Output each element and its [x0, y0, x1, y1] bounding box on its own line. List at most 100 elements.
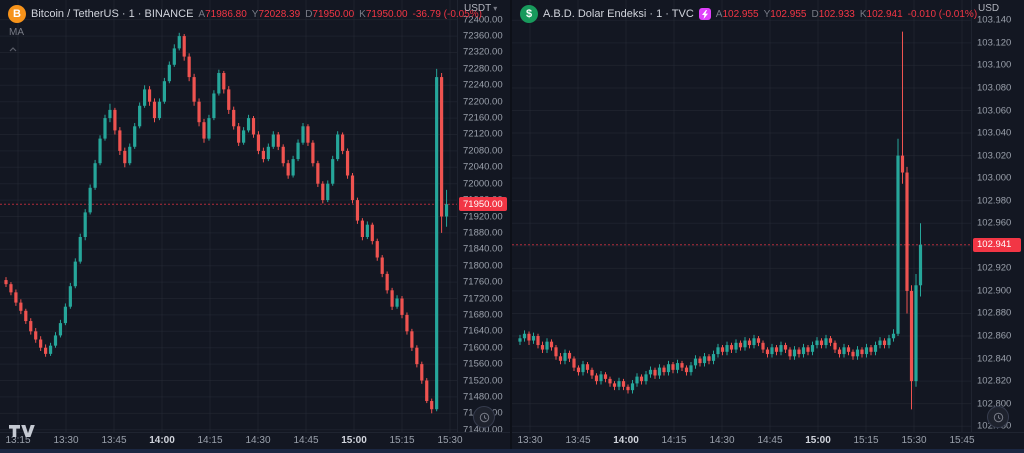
time-tick-label: 13:15	[5, 435, 31, 446]
price-tick-label: 71520.00	[463, 375, 503, 386]
open-value: A102.955	[715, 8, 759, 20]
price-tick-label: 103.080	[977, 82, 1012, 94]
delayed-data-icon[interactable]	[698, 8, 711, 20]
currency-selector[interactable]: USDT ▾	[464, 3, 498, 14]
pane-divider[interactable]	[510, 0, 512, 449]
ohlc-values: A71986.80 Y72028.39 D71950.00 K71950.00 …	[198, 9, 482, 20]
price-scale[interactable]: USD 102.941 103.140 103.120 103.100 103.080…	[971, 0, 1024, 433]
price-tick-label: 103.140	[977, 14, 1012, 26]
symbol-legend[interactable]: $ A.B.D. Dolar Endeksi · 1 · TVC A102.95…	[520, 5, 977, 23]
bar-countdown-button[interactable]	[473, 406, 495, 428]
clock-icon	[993, 412, 1003, 422]
time-tick-label: 14:30	[245, 435, 271, 446]
chart-pane-btcusdt: B Bitcoin / TetherUS · 1 · BINANCE A7198…	[0, 0, 510, 449]
price-tick-label: 71680.00	[463, 309, 503, 321]
price-tick-label: 72120.00	[463, 128, 503, 140]
chevron-down-icon: ▾	[493, 4, 498, 13]
bar-countdown-button[interactable]	[987, 406, 1009, 428]
price-tick-label: 72320.00	[463, 46, 503, 58]
time-scale[interactable]: 13:15 13:30 13:45 14:00 14:15 14:30 14:45 15:00…	[0, 432, 510, 449]
price-tick-label: 102.900	[977, 285, 1012, 297]
high-value: Y72028.39	[251, 8, 301, 20]
price-tick-label: 102.920	[977, 262, 1012, 274]
price-tick-label: 71800.00	[463, 260, 503, 272]
time-tick-label: 14:30	[709, 435, 735, 446]
last-price-tag: 71950.00	[459, 197, 507, 212]
price-tick-label: 72360.00	[463, 30, 503, 42]
price-tick-label: 71760.00	[463, 276, 503, 288]
currency-label[interactable]: USD	[978, 3, 1000, 14]
price-tick-label: 71880.00	[463, 227, 503, 239]
price-tick-label: 102.880	[977, 307, 1012, 319]
symbol-legend[interactable]: B Bitcoin / TetherUS · 1 · BINANCE A7198…	[8, 5, 482, 23]
candle-series	[4, 32, 449, 414]
price-tick-label: 71480.00	[463, 391, 503, 403]
candle-series	[518, 31, 923, 410]
price-tick-label: 102.800	[977, 398, 1012, 410]
price-scale[interactable]: USDT ▾ 71950.00 72400.00 72360.00 72320.00 7…	[457, 0, 510, 436]
time-tick-label: 15:45	[949, 435, 975, 446]
time-tick-label: 14:00	[149, 435, 175, 446]
time-tick-label: 14:45	[293, 435, 319, 446]
chevron-up-icon	[9, 46, 17, 51]
candles-plot[interactable]	[0, 0, 458, 433]
time-tick-label: 15:00	[805, 435, 831, 446]
time-tick-label: 15:30	[437, 435, 463, 446]
time-tick-label: 15:30	[901, 435, 927, 446]
price-tick-label: 72080.00	[463, 145, 503, 157]
price-tick-label: 71920.00	[463, 211, 503, 222]
price-tick-label: 103.040	[977, 127, 1012, 139]
time-scale[interactable]: 13:30 13:45 14:00 14:15 14:30 14:45 15:00 15:15…	[512, 432, 1024, 449]
price-tick-label: 72160.00	[463, 112, 503, 124]
time-tick-label: 15:15	[853, 435, 879, 446]
price-tick-label: 102.820	[977, 375, 1012, 387]
price-tick-label: 72400.00	[463, 14, 503, 26]
price-tick-label: 102.960	[977, 217, 1012, 229]
price-tick-label: 72280.00	[463, 63, 503, 75]
dollar-index-logo-icon: $	[520, 5, 538, 23]
time-tick-label: 14:15	[661, 435, 687, 446]
time-tick-label: 14:15	[197, 435, 223, 446]
time-tick-label: 14:45	[757, 435, 783, 446]
candles-plot[interactable]	[512, 0, 972, 433]
price-tick-label: 71560.00	[463, 358, 503, 370]
indicator-legend-ma[interactable]: MA	[9, 27, 24, 38]
time-tick-label: 13:30	[517, 435, 543, 446]
price-tick-label: 103.100	[977, 59, 1012, 71]
price-tick-label: 102.860	[977, 330, 1012, 342]
price-tick-label: 72000.00	[463, 178, 503, 190]
price-tick-label: 72200.00	[463, 96, 503, 108]
price-tick-label: 72040.00	[463, 161, 503, 173]
bitcoin-logo-icon: B	[8, 5, 26, 23]
time-tick-label: 13:30	[53, 435, 79, 446]
low-value: D71950.00	[305, 8, 355, 20]
price-tick-label: 102.980	[977, 195, 1012, 207]
close-value: K71950.00	[359, 8, 408, 20]
price-tick-label: 102.840	[977, 353, 1012, 365]
symbol-title[interactable]: A.B.D. Dolar Endeksi · 1 · TVC	[543, 8, 694, 20]
price-tick-label: 71600.00	[463, 342, 503, 354]
price-tick-label: 72240.00	[463, 79, 503, 91]
high-value: Y102.955	[763, 8, 807, 20]
time-tick-label: 15:00	[341, 435, 367, 446]
price-tick-label: 71720.00	[463, 293, 503, 304]
bottom-bar	[0, 449, 1024, 453]
chart-area[interactable]	[0, 0, 458, 433]
price-tick-label: 103.000	[977, 172, 1012, 184]
change-value: -36.79 (-0.05%)	[412, 8, 483, 20]
price-tick-label: 103.060	[977, 105, 1012, 116]
price-tick-label: 71400.00	[463, 424, 503, 436]
chart-area[interactable]	[512, 0, 972, 433]
tradingview-logo[interactable]	[8, 424, 36, 443]
time-tick-label: 13:45	[565, 435, 591, 446]
price-tick-label: 103.120	[977, 37, 1012, 49]
open-value: A71986.80	[198, 8, 247, 20]
legend-collapse-button[interactable]	[6, 42, 20, 56]
symbol-title[interactable]: Bitcoin / TetherUS · 1 · BINANCE	[31, 8, 194, 20]
chart-pane-dxy: $ A.B.D. Dolar Endeksi · 1 · TVC A102.95…	[512, 0, 1024, 449]
ohlc-values: A102.955 Y102.955 D102.933 K102.941 -0.0…	[716, 9, 977, 20]
price-tick-label: 103.020	[977, 150, 1012, 162]
time-tick-label: 13:45	[101, 435, 127, 446]
change-value: -0.010 (-0.01%)	[907, 8, 978, 20]
